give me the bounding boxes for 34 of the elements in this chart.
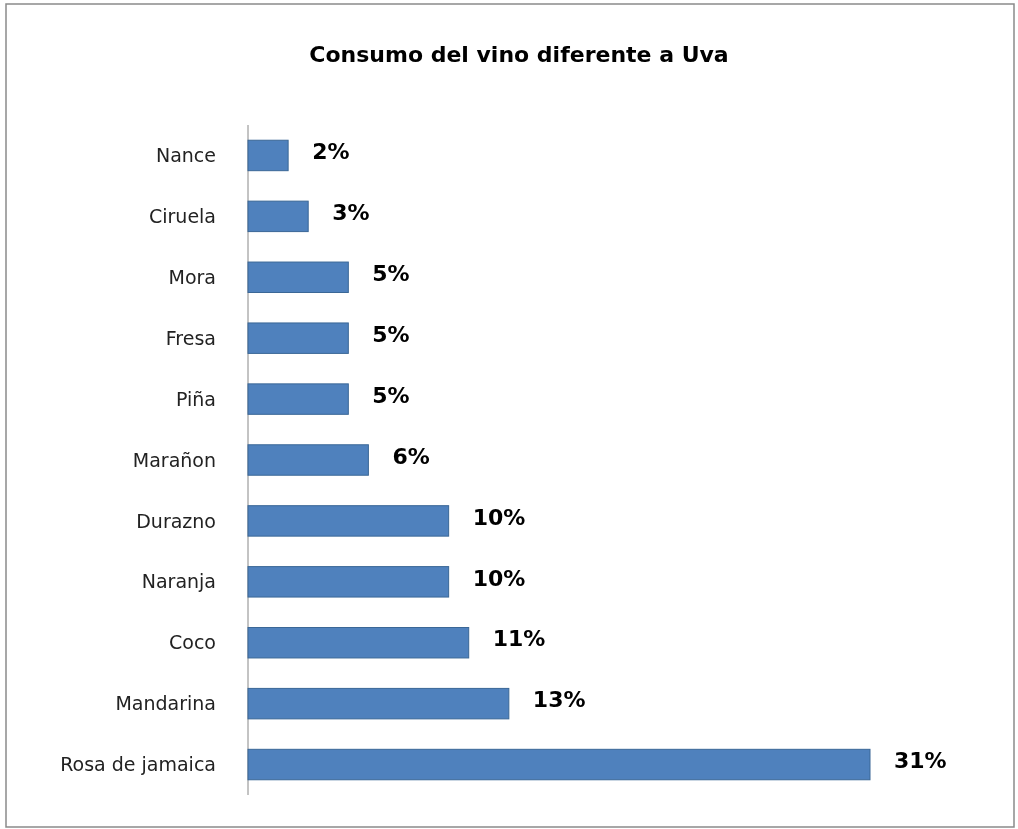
data-label: 11%	[492, 626, 546, 652]
data-label: 6%	[392, 443, 430, 469]
y-tick-label: Mora	[168, 265, 216, 288]
bar	[247, 200, 309, 233]
bar	[247, 322, 349, 354]
data-label: 2%	[312, 139, 350, 165]
data-label: 31%	[894, 748, 947, 774]
data-label: 13%	[532, 687, 586, 713]
data-label: 5%	[372, 260, 410, 286]
bar	[247, 505, 450, 537]
y-tick-label: Durazno	[136, 509, 216, 532]
y-tick-label: Fresa	[165, 326, 216, 349]
data-label: 10%	[472, 565, 526, 591]
data-label: 3%	[332, 200, 370, 226]
y-tick-label: Nance	[155, 144, 216, 167]
y-tick-label: Coco	[169, 631, 216, 654]
bar	[247, 748, 871, 781]
bar	[247, 383, 349, 415]
bar	[247, 139, 289, 172]
data-label: 5%	[372, 321, 410, 347]
bar	[247, 566, 450, 598]
y-tick-label: Naranja	[141, 570, 216, 593]
bar	[247, 261, 349, 293]
y-tick-label: Rosa de jamaica	[60, 753, 216, 776]
y-tick-label: Mandarina	[115, 692, 216, 715]
y-tick-label: Ciruela	[148, 205, 216, 228]
chart-title: Consumo del vino diferente a Uva	[309, 42, 729, 67]
data-label: 5%	[372, 382, 410, 408]
bar	[247, 627, 470, 659]
y-tick-label: Marañon	[132, 448, 216, 471]
bar	[247, 687, 510, 720]
bar	[247, 444, 369, 476]
y-tick-label: Piña	[175, 387, 216, 410]
data-label: 10%	[472, 504, 526, 530]
